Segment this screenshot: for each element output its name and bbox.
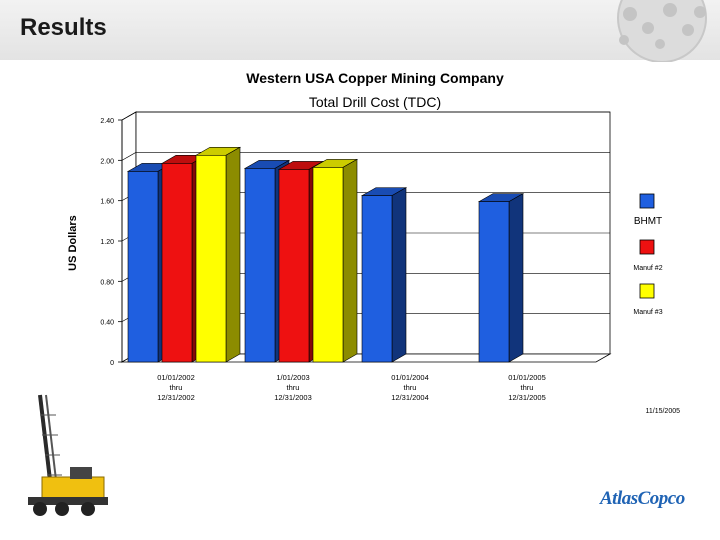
- chart-subtitle: Total Drill Cost (TDC): [308, 94, 442, 110]
- y-tick-label: 1.20: [100, 239, 114, 246]
- bar-bhmt-2: [244, 168, 276, 363]
- legend-bhmt-label: BHMT: [634, 216, 662, 227]
- x-tick-label: 01/01/2004: [391, 373, 429, 382]
- drill-rig-image: [28, 394, 108, 516]
- x-tick-label: 12/31/2004: [391, 393, 429, 402]
- bar-manuf-3-1: [195, 154, 227, 363]
- gridline: [121, 152, 610, 161]
- chart-title: Western USA Copper Mining Company: [246, 70, 504, 86]
- drill-bit-image: [617, 0, 707, 62]
- bar-bhmt-3: [361, 195, 393, 363]
- bar-bhmt-1: [127, 171, 159, 363]
- x-tick-label: 1/01/2003: [276, 373, 309, 382]
- gridline: [121, 111, 610, 121]
- y-tick-label: 0.40: [100, 320, 114, 327]
- x-tick-label: thru: [170, 383, 183, 392]
- x-tick-label: 12/31/2002: [157, 393, 195, 402]
- bar-side: [342, 158, 358, 363]
- y-tick-label: 2.40: [100, 118, 114, 125]
- legend-manuf-2-label: Manuf #2: [633, 265, 662, 272]
- y-tick-label: 1.60: [100, 199, 114, 206]
- y-tick-label: 2.00: [100, 158, 114, 165]
- atlas-copco-logo: AtlasCopco: [600, 488, 685, 509]
- legend-manuf-3-swatch: [639, 283, 655, 299]
- title-bar: [0, 0, 720, 60]
- x-tick-label: 01/01/2002: [157, 373, 195, 382]
- slide-title: Results: [20, 14, 107, 41]
- date-note: 11/15/2005: [645, 408, 680, 415]
- x-tick-label: 12/31/2005: [508, 393, 546, 402]
- bar-side: [225, 146, 241, 363]
- legend-bhmt-swatch: [639, 193, 655, 209]
- bar-bhmt-4: [478, 201, 510, 363]
- legend-manuf-3-label: Manuf #3: [633, 309, 662, 316]
- y-tick-label: 0.80: [100, 279, 114, 286]
- x-tick-label: thru: [404, 383, 417, 392]
- bar-manuf-3-2: [312, 167, 344, 363]
- x-tick-label: thru: [521, 383, 534, 392]
- x-tick-label: thru: [287, 383, 300, 392]
- legend-manuf-2-swatch: [639, 239, 655, 255]
- x-tick-label: 01/01/2005: [508, 373, 546, 382]
- y-axis-label: US Dollars: [67, 215, 79, 271]
- bar-manuf-2-1: [161, 163, 193, 363]
- bar-manuf-2-2: [278, 169, 310, 363]
- bar-side: [508, 193, 524, 363]
- y-tick-label: 0: [110, 360, 114, 367]
- x-tick-label: 12/31/2003: [274, 393, 312, 402]
- bar-side: [391, 187, 407, 363]
